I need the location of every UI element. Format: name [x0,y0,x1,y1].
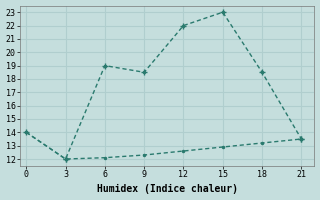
X-axis label: Humidex (Indice chaleur): Humidex (Indice chaleur) [97,184,237,194]
